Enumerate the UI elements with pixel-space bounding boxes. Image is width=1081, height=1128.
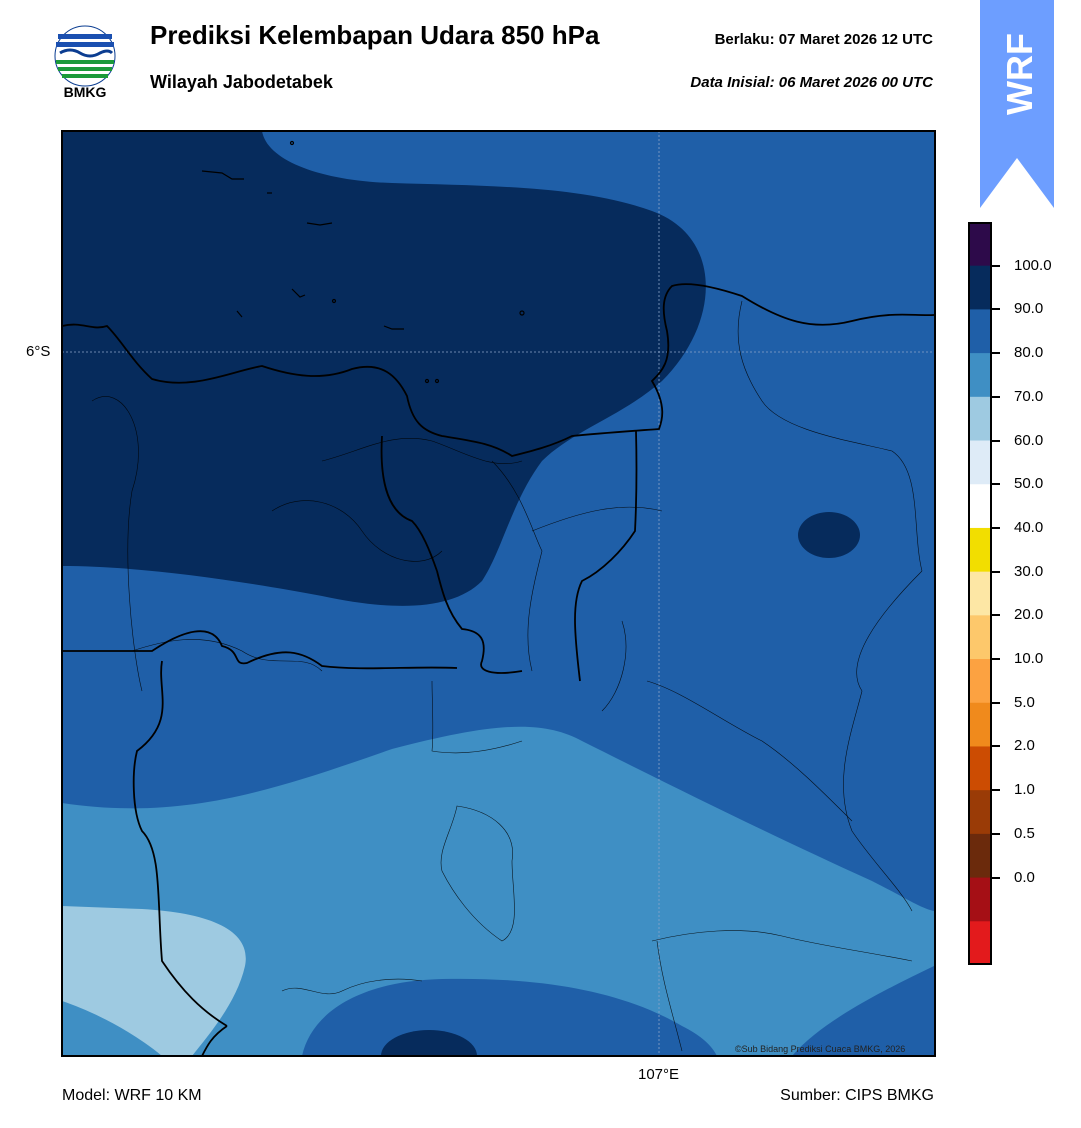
colorbar-segment [968, 833, 992, 879]
model-label: Model: WRF 10 KM [62, 1087, 202, 1104]
colorbar-tick [992, 832, 1000, 835]
colorbar-tick-label: 10.0 [1014, 650, 1044, 668]
colorbar-tick [992, 570, 1000, 573]
field-90-100-south-blob [381, 1030, 477, 1056]
field-90-100-north [62, 131, 706, 606]
colorbar-segments [968, 222, 992, 965]
colorbar-segment [968, 877, 992, 922]
colorbar-tick-label: 70.0 [1014, 387, 1044, 405]
border-banten-west [132, 660, 228, 1027]
colorbar-tick [992, 483, 1000, 486]
init-time: Data Inisial: 06 Maret 2026 00 UTC [690, 74, 933, 91]
colorbar-segment [968, 309, 992, 354]
colorbar-tick [992, 789, 1000, 792]
colorbar-tick [992, 526, 1000, 529]
colorbar-segment [968, 702, 992, 747]
humidity-fields [62, 131, 934, 1056]
colorbar-tick [992, 614, 1000, 617]
colorbar-tick-label: 100.0 [1014, 256, 1052, 274]
colorbar-tick-label: 1.0 [1014, 781, 1035, 799]
colorbar-segment [968, 396, 992, 442]
colorbar-tick-label: 5.0 [1014, 693, 1035, 711]
colorbar-tick [992, 264, 1000, 267]
colorbar-segment [968, 265, 992, 310]
colorbar-tick [992, 658, 1000, 661]
colorbar-tick-label: 2.0 [1014, 737, 1035, 755]
colorbar-segment [968, 746, 992, 791]
field-70-80-sw [62, 1001, 162, 1056]
colorbar-segment [968, 790, 992, 835]
wrf-badge: WRF [980, 0, 1054, 208]
map-credit: ©Sub Bidang Prediksi Cuaca BMKG, 2026 [735, 1044, 906, 1054]
colorbar-segment [968, 571, 992, 616]
colorbar-tick [992, 701, 1000, 704]
colorbar-segment [968, 659, 992, 704]
field-60-70-sw [62, 906, 246, 1056]
humidity-map[interactable] [62, 131, 934, 1056]
humidity-colorbar [968, 222, 992, 965]
border-jakarta-bogor [436, 570, 523, 674]
colorbar-tick-label: 50.0 [1014, 475, 1044, 493]
colorbar-segment [968, 615, 992, 660]
colorbar-tick-label: 40.0 [1014, 518, 1044, 536]
colorbar-tick [992, 308, 1000, 311]
colorbar-tick-label: 80.0 [1014, 344, 1044, 362]
source-label: Sumber: CIPS BMKG [780, 1087, 934, 1104]
bmkg-logo [54, 25, 116, 87]
colorbar-segment [968, 353, 992, 398]
colorbar-tick-label: 0.5 [1014, 824, 1035, 842]
coastline-north [62, 283, 934, 457]
wrf-badge-text: WRF [999, 33, 1040, 115]
border-bekasi-karawang [574, 430, 638, 682]
border-west-java-banten [62, 630, 458, 670]
colorbar-tick-label: 0.0 [1014, 868, 1035, 886]
colorbar-tick [992, 352, 1000, 355]
colorbar-tick-label: 30.0 [1014, 562, 1044, 580]
field-70-80-south [62, 726, 934, 1056]
graticule [62, 131, 934, 1056]
colorbar-tick-label: 90.0 [1014, 300, 1044, 318]
district-boundaries [91, 300, 923, 1052]
colorbar-tick-label: 20.0 [1014, 606, 1044, 624]
logo-text: BMKG [63, 84, 107, 100]
page-title: Prediksi Kelembapan Udara 850 hPa [150, 20, 600, 50]
province-boundaries [62, 283, 934, 1056]
field-80-90-se [792, 966, 934, 1056]
colorbar-segment [968, 222, 992, 267]
colorbar-tick-label: 60.0 [1014, 431, 1044, 449]
colorbar-tick [992, 745, 1000, 748]
border-jakarta-banten [380, 435, 438, 572]
latitude-label: 6°S [26, 343, 51, 360]
islands [201, 140, 525, 384]
region-subtitle: Wilayah Jabodetabek [150, 72, 333, 92]
colorbar-segment [968, 527, 992, 573]
colorbar-tick [992, 876, 1000, 879]
field-90-100-east-blob [798, 512, 860, 558]
colorbar-tick [992, 395, 1000, 398]
colorbar-segment [968, 440, 992, 485]
longitude-label: 107°E [638, 1066, 680, 1083]
valid-time: Berlaku: 07 Maret 2026 12 UTC [714, 31, 933, 48]
border-south [201, 1025, 228, 1056]
colorbar-segment [968, 921, 992, 965]
colorbar-tick [992, 439, 1000, 442]
colorbar-segment [968, 484, 992, 529]
